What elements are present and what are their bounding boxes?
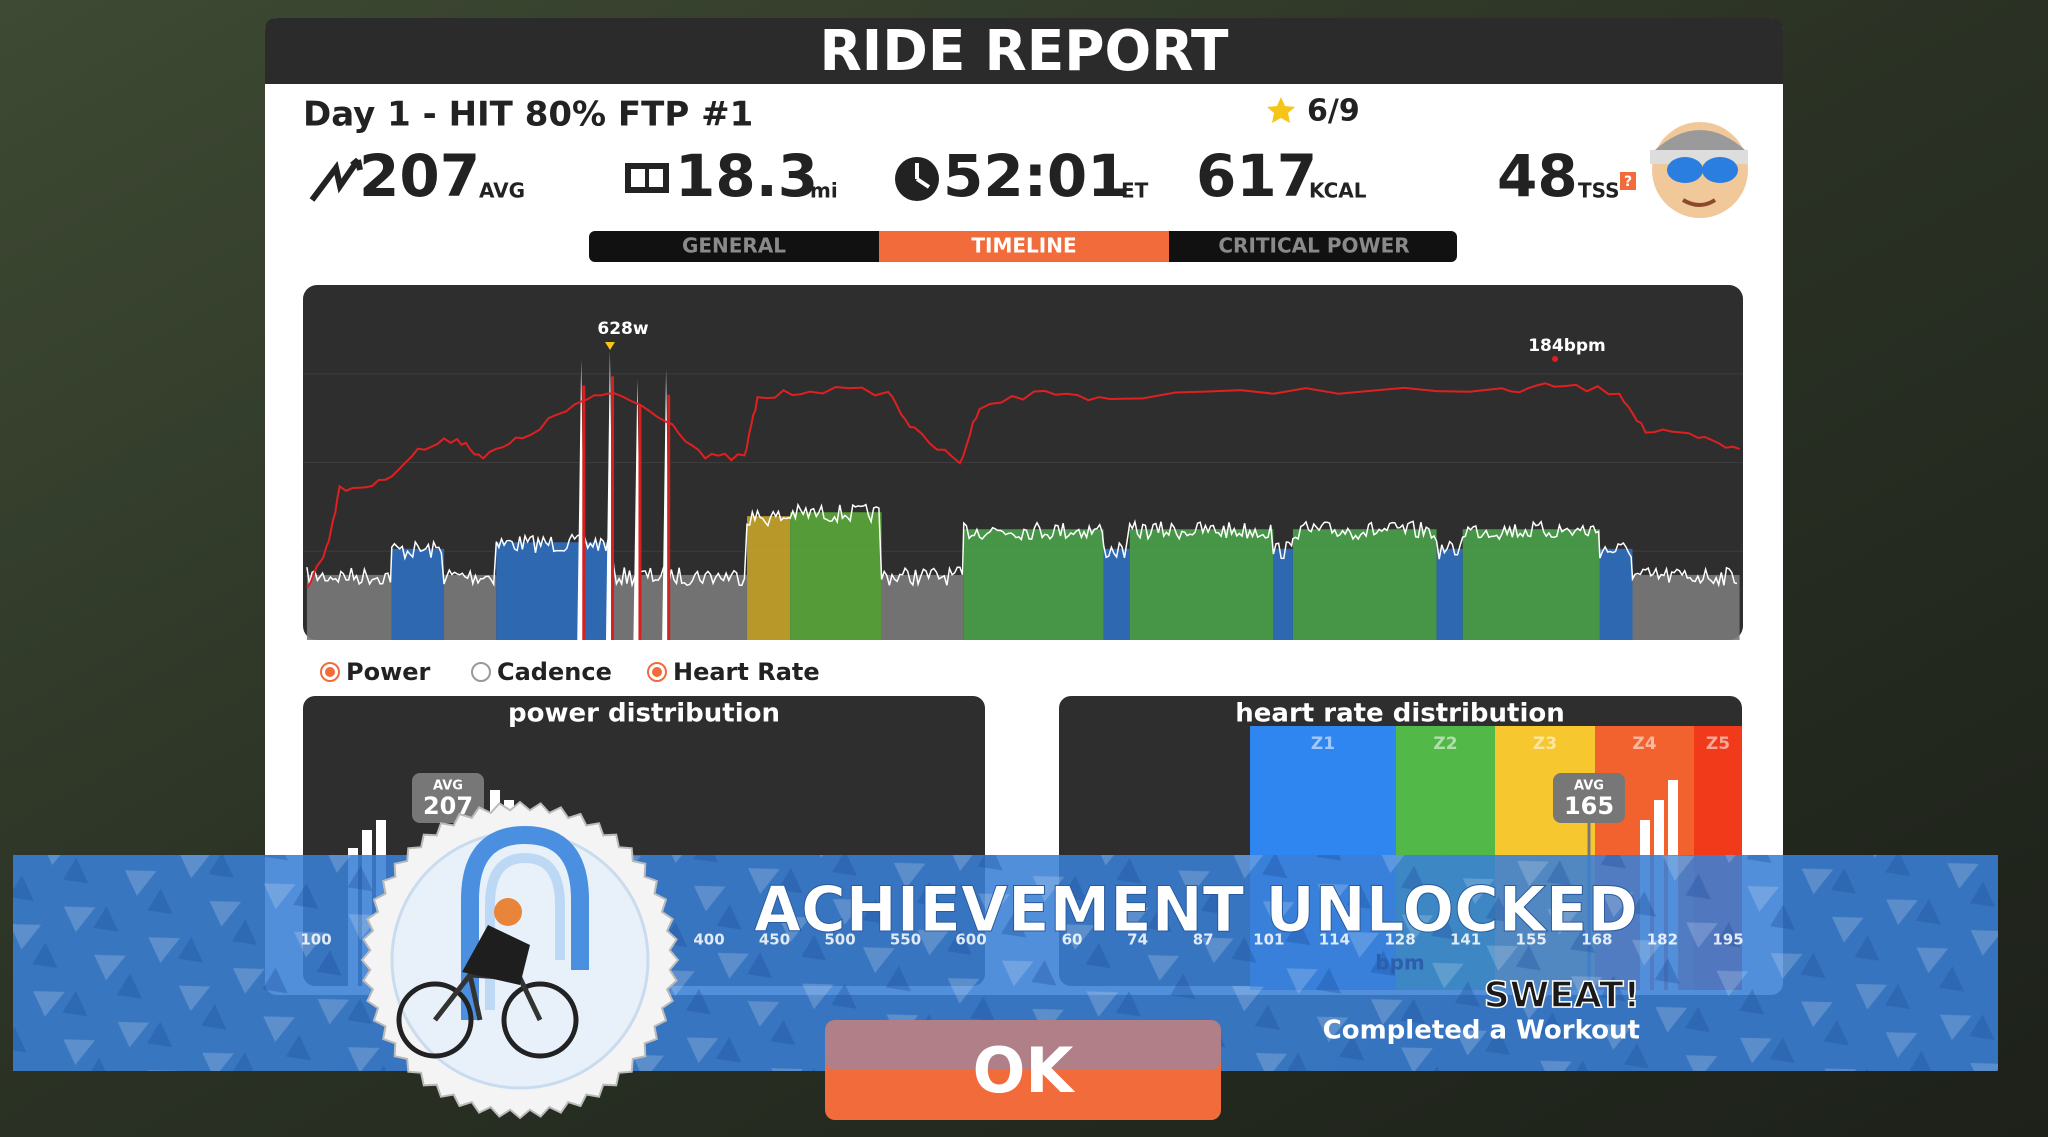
hr-avg-badge: AVG 165	[1553, 773, 1625, 823]
hr-tick-label: 101	[1253, 931, 1284, 949]
hr-tick-label: 195	[1712, 931, 1743, 949]
power-distribution-title: power distribution	[508, 699, 780, 729]
power-zone	[1129, 529, 1274, 640]
peak-hr-marker	[1552, 356, 1558, 362]
stat-value: 207	[359, 142, 480, 210]
power-zone	[391, 548, 445, 640]
hr-zone-label: Z2	[1433, 734, 1457, 754]
power-zone	[444, 574, 497, 640]
hr-trace	[306, 382, 1740, 589]
stat-unit: TSS	[1578, 179, 1620, 203]
hr-tick-label: 141	[1450, 931, 1481, 949]
power-tick-label: 550	[890, 931, 921, 949]
ok-button[interactable]: OK	[825, 1020, 1221, 1120]
legend-label: Cadence	[497, 658, 612, 686]
hr-axis-label: bpm	[1375, 951, 1424, 975]
power-zone	[1632, 574, 1740, 640]
peak-hr-label: 184bpm	[1528, 336, 1606, 356]
power-zone	[963, 529, 1104, 640]
stat-help: ?	[1624, 174, 1632, 190]
stat-value: 18.3	[675, 142, 818, 210]
power-zone	[1273, 548, 1293, 640]
power-tick-label: 450	[759, 931, 790, 949]
tab[interactable]: TIMELINE	[971, 234, 1076, 258]
stat-unit: mi	[810, 179, 838, 203]
peak-power-label: 628w	[597, 319, 648, 339]
hr-tick-label: 168	[1581, 931, 1612, 949]
power-zone	[1599, 548, 1633, 640]
power-zone	[1436, 548, 1463, 640]
hr-tick-label: 74	[1127, 931, 1148, 949]
tab-active	[879, 231, 1169, 262]
avatar	[1650, 122, 1748, 218]
hr-tick-label: 182	[1647, 931, 1678, 949]
report-header	[265, 18, 1783, 84]
power-zone	[1292, 529, 1437, 640]
time-icon	[895, 157, 939, 201]
hr-tick-label: 128	[1384, 931, 1415, 949]
power-zone	[790, 512, 882, 640]
legend-toggle[interactable]	[471, 662, 491, 682]
legend-dot	[325, 667, 335, 677]
power-tick-label: 100	[300, 931, 331, 949]
legend-label: Heart Rate	[673, 658, 820, 686]
hr-zone-label: Z3	[1533, 734, 1557, 754]
tab[interactable]: CRITICAL POWER	[1218, 234, 1409, 258]
hr-zone-label: Z4	[1632, 734, 1656, 754]
stat-value: 617	[1196, 142, 1317, 210]
achievement-title: ACHIEVEMENT UNLOCKED	[754, 873, 1638, 946]
power-zone	[747, 516, 791, 640]
power-avg-badge: AVG 207	[412, 773, 484, 823]
power-trace	[306, 502, 1738, 588]
rating-star	[1267, 97, 1295, 123]
distance-icon	[625, 163, 669, 193]
stat-value: 48	[1497, 142, 1578, 210]
ok-label[interactable]: OK	[973, 1034, 1076, 1107]
power-zone	[1103, 548, 1130, 640]
stat-unit: KCAL	[1309, 179, 1367, 203]
hr-distribution-title: heart rate distribution	[1235, 699, 1564, 729]
hr-tick-label: 60	[1062, 931, 1083, 949]
tab[interactable]: GENERAL	[682, 234, 786, 258]
workout-rating: 6/9	[1307, 94, 1360, 129]
hr-avg-value: 165	[1564, 792, 1614, 820]
hr-avg-label: AVG	[1574, 779, 1604, 794]
power-tick-label: 600	[955, 931, 986, 949]
peak-power-marker	[605, 342, 615, 350]
hr-zone-label: Z1	[1311, 734, 1335, 754]
power-zone	[306, 574, 392, 640]
power-tick-label: 400	[693, 931, 724, 949]
power-tick-label: 500	[824, 931, 855, 949]
power-icon	[309, 157, 363, 202]
power-zone	[496, 542, 614, 640]
stat-unit: ET	[1121, 179, 1149, 203]
achievement-description: Completed a Workout	[1323, 1016, 1640, 1046]
legend-label: Power	[346, 658, 431, 686]
workout-name: Day 1 - HIT 80% FTP #1	[303, 95, 753, 135]
legend-dot	[652, 667, 662, 677]
report-title: RIDE REPORT	[820, 19, 1229, 84]
achievement-name: SWEAT!	[1484, 975, 1640, 1016]
achievement-badge	[360, 800, 680, 1120]
power-zone	[881, 574, 964, 640]
hr-tick-label: 87	[1193, 931, 1214, 949]
power-avg-label: AVG	[433, 779, 463, 794]
tss-help[interactable]	[1620, 172, 1636, 190]
power-zone	[1462, 529, 1600, 640]
hr-tick-label: 114	[1319, 931, 1350, 949]
hr-tick-label: 155	[1516, 931, 1547, 949]
stat-value: 52:01	[943, 142, 1128, 210]
stat-unit: AVG	[479, 179, 525, 203]
hr-zone-label: Z5	[1706, 734, 1730, 754]
